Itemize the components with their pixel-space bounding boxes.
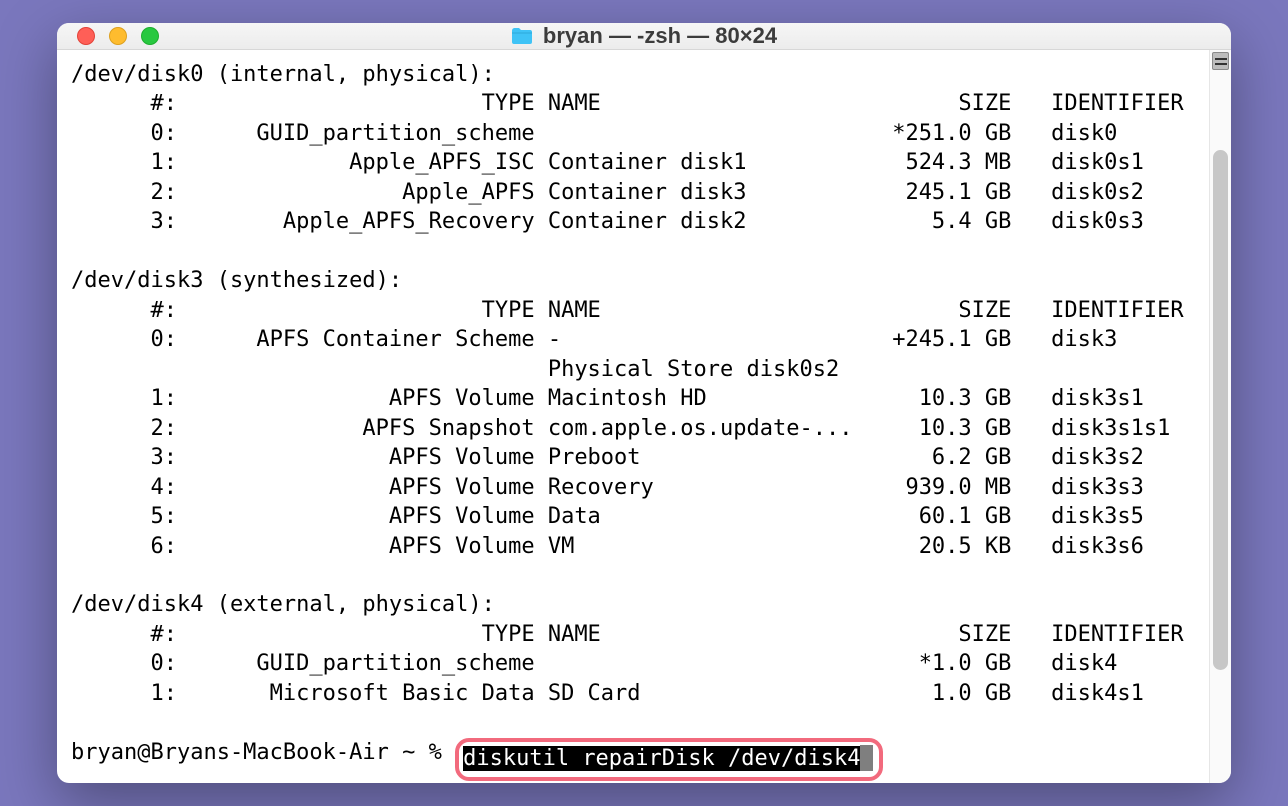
command-highlight: diskutil repairDisk /dev/disk4 xyxy=(455,738,883,781)
terminal-content[interactable]: /dev/disk0 (internal, physical): #: TYPE… xyxy=(57,50,1209,783)
scrollbar[interactable] xyxy=(1209,50,1231,783)
zoom-button[interactable] xyxy=(141,27,159,45)
window-title-wrap: bryan — -zsh — 80×24 xyxy=(57,23,1231,49)
cursor xyxy=(860,745,873,771)
terminal-area[interactable]: /dev/disk0 (internal, physical): #: TYPE… xyxy=(57,50,1231,783)
terminal-window: bryan — -zsh — 80×24 /dev/disk0 (interna… xyxy=(57,23,1231,783)
typed-command[interactable]: diskutil repairDisk /dev/disk4 xyxy=(463,746,860,771)
window-title: bryan — -zsh — 80×24 xyxy=(543,23,777,49)
minimize-button[interactable] xyxy=(109,27,127,45)
traffic-lights xyxy=(77,27,159,45)
folder-icon xyxy=(511,27,533,45)
scroll-thumb[interactable] xyxy=(1213,150,1228,670)
shell-prompt: bryan@Bryans-MacBook-Air ~ % xyxy=(71,738,455,767)
scroll-top-button[interactable] xyxy=(1212,52,1229,70)
titlebar[interactable]: bryan — -zsh — 80×24 xyxy=(57,23,1231,50)
close-button[interactable] xyxy=(77,27,95,45)
